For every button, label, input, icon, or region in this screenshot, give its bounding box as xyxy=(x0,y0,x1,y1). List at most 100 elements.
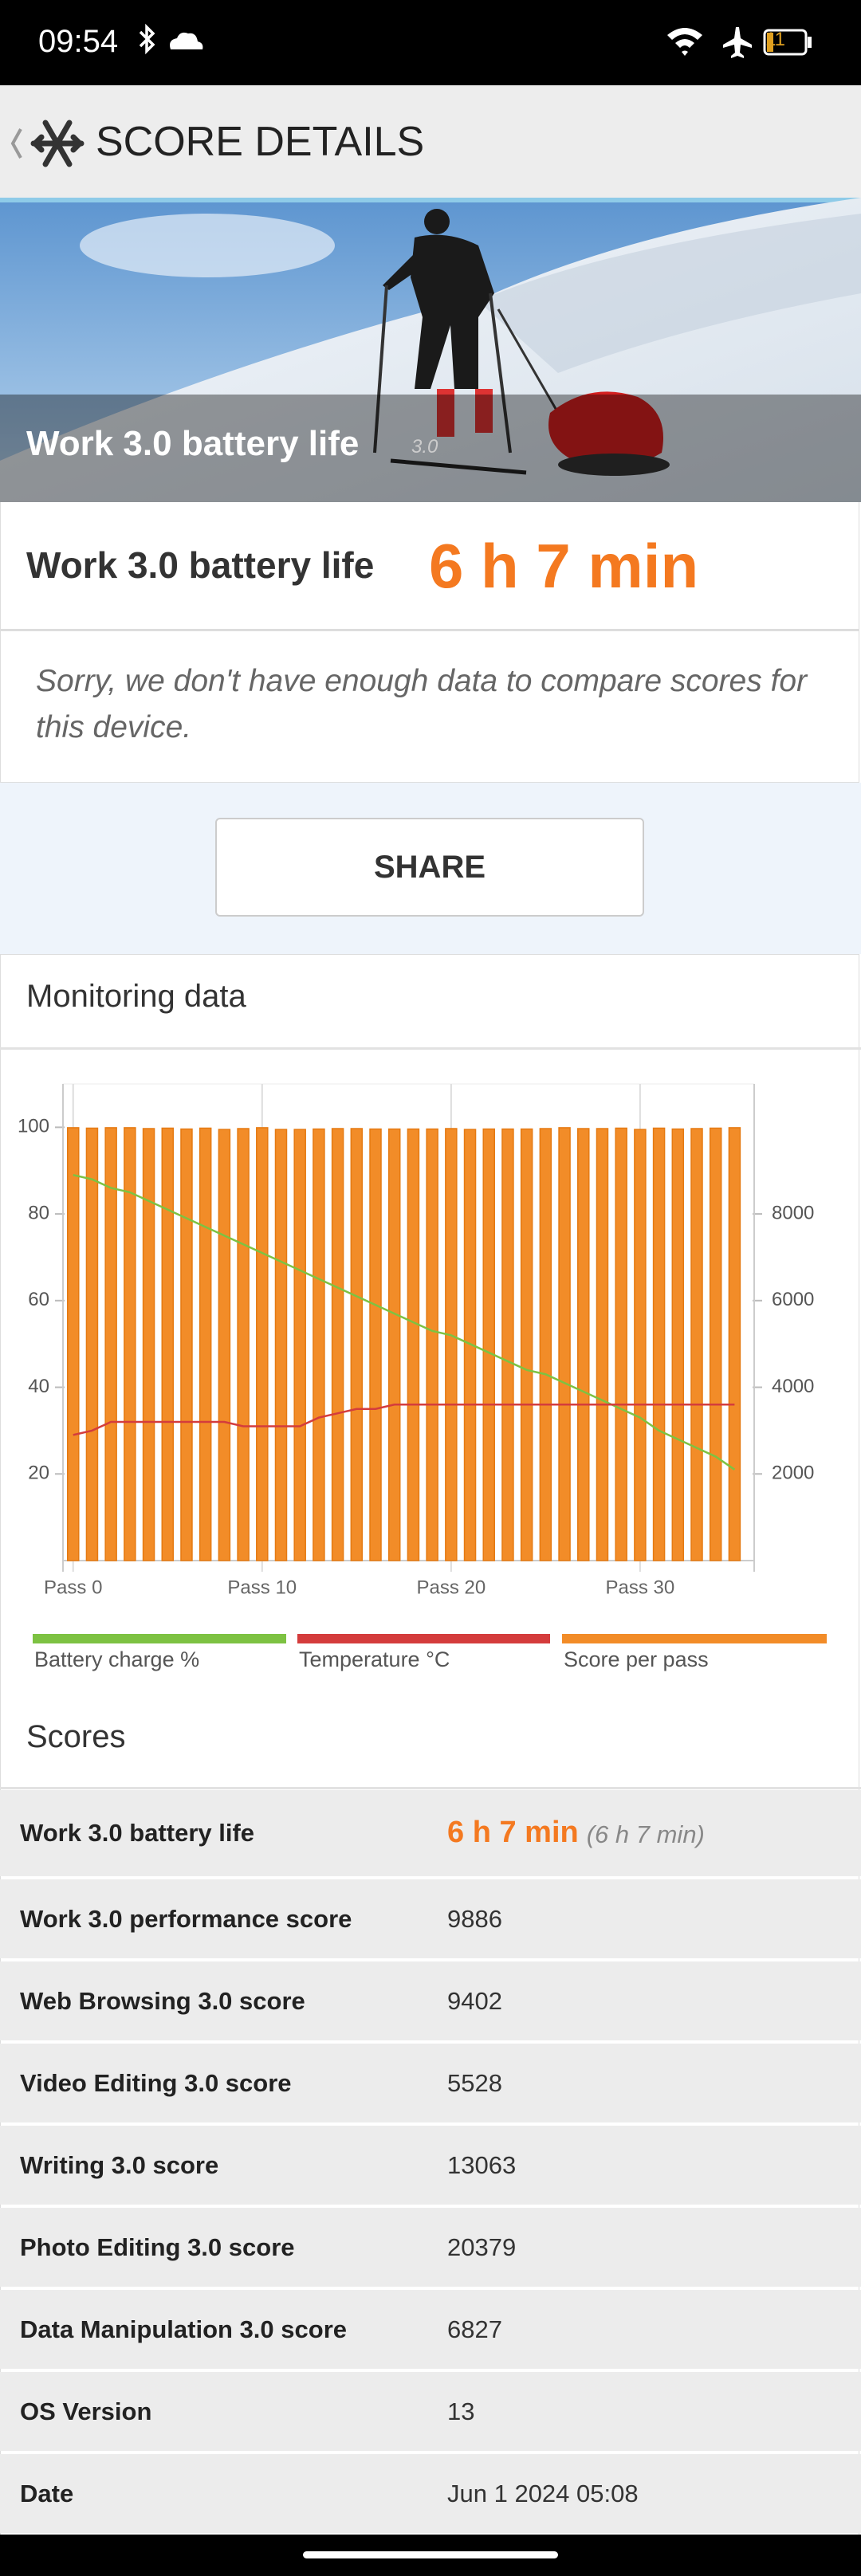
back-button[interactable] xyxy=(6,112,89,175)
x-tick-label: Pass 30 xyxy=(606,1577,675,1598)
row-label: OS Version xyxy=(20,2397,152,2425)
legend-swatch xyxy=(297,1634,550,1643)
legend-label: Score per pass xyxy=(564,1647,709,1671)
y2-tick-label: 2000 xyxy=(772,1463,814,1484)
row-label: Work 3.0 performance score xyxy=(20,1904,352,1933)
x-tick-label: Pass 0 xyxy=(44,1577,102,1598)
bar xyxy=(104,1127,117,1561)
bar xyxy=(142,1128,155,1561)
legend-label: Temperature °C xyxy=(299,1647,450,1671)
airplane-icon xyxy=(723,27,752,58)
row-value: 6827 xyxy=(447,2315,502,2343)
table-row xyxy=(0,1879,861,1958)
table-row xyxy=(0,2290,861,2369)
row-value: Jun 1 2024 05:08 xyxy=(447,2479,639,2507)
bar xyxy=(407,1128,420,1561)
bar xyxy=(66,1127,80,1561)
y-tick-label: 20 xyxy=(28,1463,49,1484)
bar xyxy=(199,1127,212,1561)
bar xyxy=(256,1127,269,1561)
result-label: Work 3.0 battery life xyxy=(26,544,375,586)
legend-swatch xyxy=(33,1634,286,1643)
bar xyxy=(369,1128,382,1561)
x-tick-label: Pass 10 xyxy=(227,1577,297,1598)
chart: Pass 0 Pass 10 Pass 20 Pass 30 20 40 60 80 100 20… xyxy=(18,1083,827,1671)
bar xyxy=(596,1128,609,1561)
bar xyxy=(350,1128,364,1561)
table-row xyxy=(0,2126,861,2205)
table-row xyxy=(0,1961,861,2040)
bar xyxy=(313,1128,325,1561)
share-button[interactable]: SHARE xyxy=(215,818,644,917)
notice-text: Sorry, we don't have enough data to comp… xyxy=(36,664,808,744)
bar xyxy=(652,1127,666,1561)
bar xyxy=(539,1128,552,1561)
bar xyxy=(161,1127,175,1561)
row-value: 20379 xyxy=(447,2232,517,2261)
row-value: 13 xyxy=(447,2397,475,2425)
bar xyxy=(615,1127,627,1561)
legend-label: Battery charge % xyxy=(34,1647,199,1671)
divider xyxy=(0,1047,861,1050)
bar xyxy=(124,1127,136,1561)
y-tick-label: 60 xyxy=(28,1289,49,1310)
bar xyxy=(728,1127,741,1561)
bar xyxy=(85,1127,99,1561)
bar xyxy=(558,1127,571,1561)
bar xyxy=(709,1127,722,1561)
status-time: 09:54 xyxy=(38,24,119,59)
bar xyxy=(293,1129,306,1561)
hero-title: Work 3.0 battery life xyxy=(26,424,360,463)
bar xyxy=(634,1129,647,1561)
bar xyxy=(520,1128,533,1561)
table-row xyxy=(0,2208,861,2287)
home-indicator[interactable] xyxy=(303,2551,558,2558)
scores-table: Work 3.0 battery life 6 h 7 min (6 h 7 min… xyxy=(0,1790,861,2535)
battery-outline xyxy=(763,29,808,56)
battery-text: 11 xyxy=(765,29,785,50)
bar xyxy=(445,1128,458,1561)
result-card xyxy=(0,502,859,630)
legend-swatch xyxy=(562,1634,827,1643)
hero-version: 3.0 xyxy=(411,436,438,457)
y-tick-label: 80 xyxy=(28,1202,49,1223)
x-tick-label: Pass 20 xyxy=(416,1577,486,1598)
row-value: 9886 xyxy=(447,1904,502,1933)
bar xyxy=(577,1128,590,1561)
bar xyxy=(501,1128,514,1561)
row-label: Data Manipulation 3.0 score xyxy=(20,2315,347,2343)
result-value: 6 h 7 min xyxy=(429,531,699,601)
bar xyxy=(274,1129,288,1561)
status-right-icons xyxy=(667,27,812,58)
bar xyxy=(331,1128,344,1561)
line xyxy=(73,1404,735,1436)
page-title: SCORE DETAILS xyxy=(96,119,425,165)
row-label: Web Browsing 3.0 score xyxy=(20,1986,305,2015)
cloud-icon xyxy=(170,32,203,49)
battery-tip xyxy=(808,37,812,48)
row-value: 5528 xyxy=(447,2068,502,2097)
bluetooth-icon xyxy=(139,23,155,55)
row-label: Video Editing 3.0 score xyxy=(20,2068,292,2097)
row-label: Work 3.0 battery life xyxy=(20,1819,255,1847)
bar xyxy=(218,1129,231,1561)
bar xyxy=(426,1128,438,1561)
divider xyxy=(0,1787,861,1789)
monitoring-title: Monitoring data xyxy=(26,979,246,1014)
y2-tick-label: 6000 xyxy=(772,1289,814,1310)
row-detail: (6 h 7 min) xyxy=(586,1820,705,1848)
row-value: 6 h 7 min xyxy=(447,1816,579,1849)
status-icons xyxy=(139,23,203,55)
notice-card xyxy=(0,630,859,783)
bar xyxy=(482,1128,495,1561)
bar xyxy=(237,1128,250,1561)
table-row xyxy=(0,2044,861,2122)
bar xyxy=(180,1128,193,1561)
y2-tick-label: 4000 xyxy=(772,1376,814,1397)
row-value: 9402 xyxy=(447,1986,502,2015)
y2-tick-label: 8000 xyxy=(772,1202,814,1223)
y-tick-label: 40 xyxy=(28,1376,49,1397)
hero-image xyxy=(0,198,861,502)
bar xyxy=(671,1128,685,1561)
row-label: Photo Editing 3.0 score xyxy=(20,2232,295,2261)
